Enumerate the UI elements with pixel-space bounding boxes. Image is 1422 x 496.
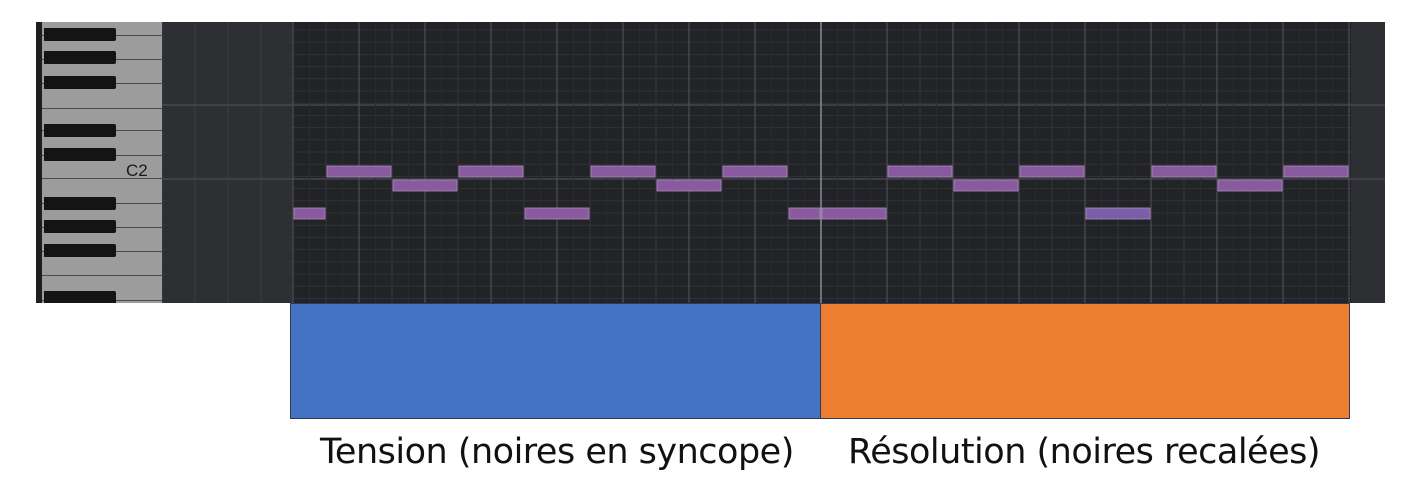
midi-note[interactable] bbox=[326, 165, 392, 178]
midi-note[interactable] bbox=[788, 207, 821, 220]
midi-note[interactable] bbox=[821, 207, 887, 220]
midi-note[interactable] bbox=[458, 165, 524, 178]
white-key-divider bbox=[42, 178, 162, 179]
white-key-divider bbox=[42, 275, 162, 276]
black-key[interactable] bbox=[44, 291, 116, 303]
midi-note[interactable] bbox=[1217, 179, 1283, 192]
midi-note[interactable] bbox=[524, 207, 590, 220]
midi-note[interactable] bbox=[1019, 165, 1085, 178]
black-key[interactable] bbox=[44, 220, 116, 233]
midi-note[interactable] bbox=[656, 179, 722, 192]
midi-note[interactable] bbox=[392, 179, 458, 192]
black-key[interactable] bbox=[44, 51, 116, 64]
resolution-caption: Résolution (noires recalées) bbox=[848, 432, 1321, 472]
midi-note[interactable] bbox=[590, 165, 656, 178]
white-key-divider bbox=[42, 108, 162, 109]
note-grid[interactable] bbox=[162, 22, 1385, 303]
midi-note[interactable] bbox=[887, 165, 953, 178]
midi-note[interactable] bbox=[1085, 207, 1151, 220]
note-grid-canvas[interactable] bbox=[162, 22, 1385, 303]
resolution-section-block bbox=[820, 303, 1350, 419]
midi-note[interactable] bbox=[953, 179, 1019, 192]
black-key[interactable] bbox=[44, 76, 116, 89]
black-key[interactable] bbox=[44, 124, 116, 137]
midi-note[interactable] bbox=[1283, 165, 1349, 178]
midi-note[interactable] bbox=[722, 165, 788, 178]
black-key[interactable] bbox=[44, 197, 116, 210]
piano-roll: C2 bbox=[36, 22, 1385, 303]
c2-octave-label: C2 bbox=[126, 161, 148, 180]
section-bars bbox=[290, 303, 1350, 419]
piano-keyboard[interactable]: C2 bbox=[36, 22, 162, 303]
black-key[interactable] bbox=[44, 28, 116, 41]
tension-section-block bbox=[290, 303, 821, 419]
midi-note[interactable] bbox=[1151, 165, 1217, 178]
tension-caption: Tension (noires en syncope) bbox=[320, 432, 794, 472]
black-key[interactable] bbox=[44, 148, 116, 161]
active-region bbox=[293, 22, 1351, 303]
inactive-region-right bbox=[1351, 22, 1385, 303]
black-key[interactable] bbox=[44, 244, 116, 257]
midi-note[interactable] bbox=[293, 207, 326, 220]
